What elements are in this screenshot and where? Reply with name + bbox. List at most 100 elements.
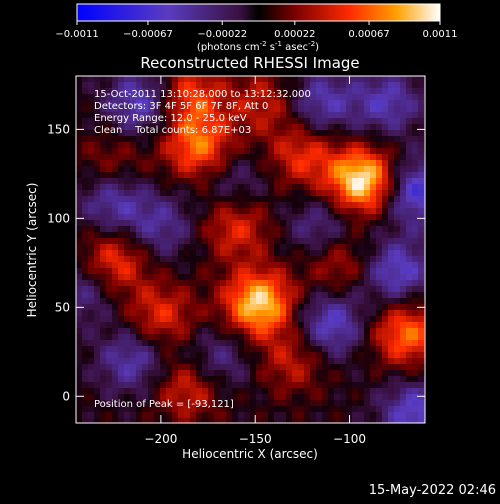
heatmap-cell xyxy=(184,406,191,413)
heatmap-cell xyxy=(304,340,311,347)
heatmap-cell xyxy=(364,226,371,233)
heatmap-cell xyxy=(364,142,371,149)
heatmap-cell xyxy=(142,280,149,287)
heatmap-cell xyxy=(178,196,185,203)
heatmap-cell xyxy=(358,142,365,149)
heatmap-cell xyxy=(214,394,221,401)
heatmap-cell xyxy=(226,298,233,305)
heatmap-cell xyxy=(82,406,89,413)
heatmap-cell xyxy=(172,310,179,317)
heatmap-cell xyxy=(196,238,203,245)
heatmap-cell xyxy=(130,202,137,209)
heatmap-cell xyxy=(106,394,113,401)
heatmap-cell xyxy=(214,178,221,185)
heatmap-cell xyxy=(82,178,89,185)
heatmap-cell xyxy=(322,124,329,131)
heatmap-cell xyxy=(94,250,101,257)
heatmap-cell xyxy=(250,286,257,293)
heatmap-cell xyxy=(142,358,149,365)
heatmap-cell xyxy=(232,148,239,155)
heatmap-cell xyxy=(400,364,407,371)
heatmap-cell xyxy=(196,286,203,293)
heatmap-cell xyxy=(268,124,275,131)
heatmap-cell xyxy=(238,328,245,335)
heatmap-cell xyxy=(166,172,173,179)
heatmap-cell xyxy=(334,328,341,335)
heatmap-cell xyxy=(280,322,287,329)
heatmap-cell xyxy=(190,262,197,269)
heatmap-cell xyxy=(232,268,239,275)
heatmap-cell xyxy=(340,400,347,407)
heatmap-cell xyxy=(238,418,245,423)
heatmap-cell xyxy=(220,394,227,401)
heatmap-cell xyxy=(406,232,413,239)
heatmap-cell xyxy=(112,124,119,131)
heatmap-cell xyxy=(142,256,149,263)
heatmap-cell xyxy=(358,154,365,161)
heatmap-cell xyxy=(418,298,425,305)
heatmap-cell xyxy=(358,400,365,407)
heatmap-cell xyxy=(334,340,341,347)
heatmap-cell xyxy=(232,112,239,119)
heatmap-cell xyxy=(340,298,347,305)
heatmap-cell xyxy=(376,352,383,359)
heatmap-cell xyxy=(112,292,119,299)
heatmap-cell xyxy=(94,376,101,383)
heatmap-cell xyxy=(328,112,335,119)
heatmap-cell xyxy=(298,268,305,275)
heatmap-cell xyxy=(346,82,353,89)
heatmap-cell xyxy=(88,298,95,305)
heatmap-cell xyxy=(388,250,395,257)
heatmap-cell xyxy=(112,286,119,293)
heatmap-cell xyxy=(82,244,89,251)
heatmap-cell xyxy=(196,394,203,401)
colorbar-frame xyxy=(76,3,441,22)
heatmap-cell xyxy=(178,178,185,185)
heatmap-cell xyxy=(316,220,323,227)
heatmap-cell xyxy=(340,352,347,359)
heatmap-cell xyxy=(382,112,389,119)
heatmap-cell xyxy=(214,190,221,197)
heatmap-cell xyxy=(262,274,269,281)
heatmap-cell xyxy=(172,94,179,101)
heatmap-cell xyxy=(352,244,359,251)
heatmap-cell xyxy=(274,340,281,347)
heatmap-cell xyxy=(82,256,89,263)
heatmap-cell xyxy=(256,298,263,305)
heatmap-cell xyxy=(334,214,341,221)
heatmap-cell xyxy=(220,214,227,221)
heatmap-cell xyxy=(154,376,161,383)
heatmap-cell xyxy=(238,304,245,311)
heatmap-cell xyxy=(388,142,395,149)
heatmap-cell xyxy=(358,226,365,233)
heatmap-cell xyxy=(358,160,365,167)
heatmap-cell xyxy=(82,160,89,167)
heatmap-cell xyxy=(394,154,401,161)
heatmap-cell xyxy=(286,364,293,371)
heatmap-cell xyxy=(214,244,221,251)
heatmap-cell xyxy=(316,160,323,167)
heatmap-cell xyxy=(82,322,89,329)
heatmap-cell xyxy=(310,400,317,407)
heatmap-cell xyxy=(382,148,389,155)
heatmap-cell xyxy=(208,190,215,197)
heatmap-cell xyxy=(184,130,191,137)
heatmap-cell xyxy=(142,118,149,125)
heatmap-cell xyxy=(310,328,317,335)
heatmap-cell xyxy=(94,202,101,209)
heatmap-cell xyxy=(88,190,95,197)
heatmap-cell xyxy=(106,268,113,275)
heatmap-cell xyxy=(304,334,311,341)
heatmap-cell xyxy=(274,388,281,395)
heatmap-cell xyxy=(292,262,299,269)
heatmap-cell xyxy=(232,328,239,335)
heatmap-cell xyxy=(418,88,425,95)
heatmap-cell xyxy=(100,100,107,107)
heatmap-cell xyxy=(232,340,239,347)
heatmap-cell xyxy=(418,286,425,293)
heatmap-cell xyxy=(262,328,269,335)
heatmap-cell xyxy=(136,340,143,347)
heatmap-cell xyxy=(148,88,155,95)
heatmap-cell xyxy=(148,112,155,119)
heatmap-cell xyxy=(256,244,263,251)
